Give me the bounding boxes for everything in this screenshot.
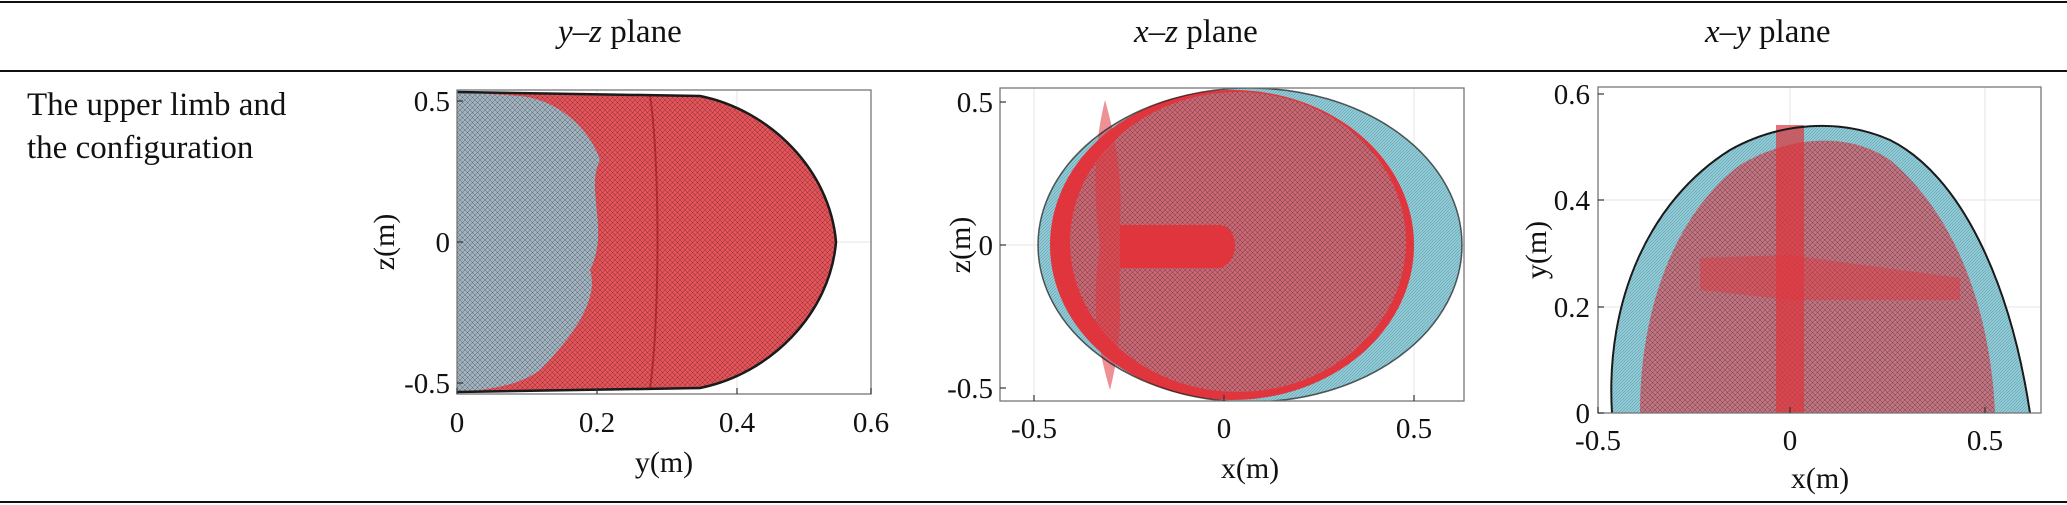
plot-xz-ytick-label: 0 xyxy=(979,230,994,262)
plot-xy-xtick-label: 0.5 xyxy=(1967,425,2003,457)
column-header-xy: x–y plane xyxy=(1705,14,1831,51)
column-header-xy-var: x–y xyxy=(1705,14,1751,50)
plot-xz-xlabel: x(m) xyxy=(1221,452,1279,485)
plot-xz-ylabel: z(m) xyxy=(944,217,977,274)
plot-xy-ylabel: y(m) xyxy=(1520,221,1553,279)
plot-yz-mesh xyxy=(457,92,836,392)
plot-yz-ytick-label: 0 xyxy=(436,227,451,259)
plot-xz-xtick-label: -0.5 xyxy=(1011,413,1057,445)
plot-yz-xtick-label: 0 xyxy=(450,407,465,439)
plot-xz-ytick-label: -0.5 xyxy=(947,373,993,405)
plot-yz-outline xyxy=(457,90,838,394)
row-label-line-1: The upper limb and xyxy=(27,87,287,123)
plot-yz-ylabel: z(m) xyxy=(368,214,401,271)
plot-xz-ytick-label: 0.5 xyxy=(957,87,993,119)
table-bottom-rule xyxy=(0,501,2067,503)
plot-xy-arm-band-vertical xyxy=(1776,125,1804,413)
column-header-yz-var: y–z xyxy=(558,14,602,50)
plot-xz-arm-fan xyxy=(1095,100,1121,390)
plot-yz-xlabel: y(m) xyxy=(635,446,693,479)
plot-yz: 0 0.2 0.4 0.6 0.5 0 -0.5 y(m) z(m) xyxy=(368,86,889,479)
plot-xy-ytick-label: 0.2 xyxy=(1554,292,1590,324)
row-label: The upper limb and the configuration xyxy=(27,84,286,170)
plot-xy-arm-band-horizontal xyxy=(1700,255,1960,300)
plot-xz: -0.5 0 0.5 0.5 0 -0.5 x(m) z(m) xyxy=(944,87,1465,485)
column-header-yz: y–z plane xyxy=(558,14,682,51)
plot-xy-ytick-label: 0.4 xyxy=(1554,185,1591,217)
plot-yz-xtick-label: 0.6 xyxy=(853,407,889,439)
plot-xy: -0.5 0 0.5 0.6 0.4 0.2 0 x(m) y(m) xyxy=(1520,79,2042,495)
plot-yz-ytick-label: -0.5 xyxy=(404,368,450,400)
plot-xy-ytick-label: 0.6 xyxy=(1554,79,1590,111)
column-header-xy-word: plane xyxy=(1759,14,1831,50)
plot-xy-ytick-label: 0 xyxy=(1576,398,1591,430)
column-header-xz-word: plane xyxy=(1186,14,1258,50)
plot-yz-ticks xyxy=(456,100,872,394)
plot-xy-axes-box xyxy=(1597,86,2042,414)
column-header-xz-var: x–z xyxy=(1134,14,1178,50)
plot-xz-outline xyxy=(1037,88,1463,401)
plot-xy-xtick-label: 0 xyxy=(1783,425,1798,457)
plot-xy-xlabel: x(m) xyxy=(1791,462,1849,495)
plot-xy-ticks xyxy=(1597,93,1986,414)
plot-yz-ytick-label: 0.5 xyxy=(414,86,450,118)
table-header-rule xyxy=(0,70,2067,72)
plot-xy-outline xyxy=(1610,124,2031,413)
plot-xy-xtick-label: -0.5 xyxy=(1575,425,1621,457)
plot-xz-ticks xyxy=(1000,101,1415,401)
plot-xy-configuration-mesh xyxy=(1640,140,1995,413)
table-top-rule xyxy=(0,1,2067,3)
column-header-xz: x–z plane xyxy=(1134,14,1258,51)
column-header-yz-word: plane xyxy=(610,14,682,50)
plot-xz-configuration-mesh xyxy=(1070,92,1406,392)
plot-yz-xtick-label: 0.2 xyxy=(579,407,615,439)
plot-xz-xtick-label: 0.5 xyxy=(1396,413,1432,445)
plot-yz-xtick-label: 0.4 xyxy=(719,407,756,439)
row-label-line-2: the configuration xyxy=(27,130,254,166)
plot-xz-xtick-label: 0 xyxy=(1217,413,1232,445)
plot-xz-arm-region xyxy=(1120,225,1235,268)
